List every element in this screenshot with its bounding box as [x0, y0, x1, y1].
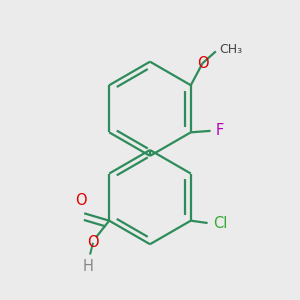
Text: O: O	[197, 56, 208, 70]
Text: F: F	[216, 123, 224, 138]
Text: H: H	[82, 259, 93, 274]
Text: O: O	[87, 235, 99, 250]
Text: O: O	[75, 193, 86, 208]
Text: Cl: Cl	[213, 215, 227, 230]
Text: CH₃: CH₃	[219, 44, 242, 56]
